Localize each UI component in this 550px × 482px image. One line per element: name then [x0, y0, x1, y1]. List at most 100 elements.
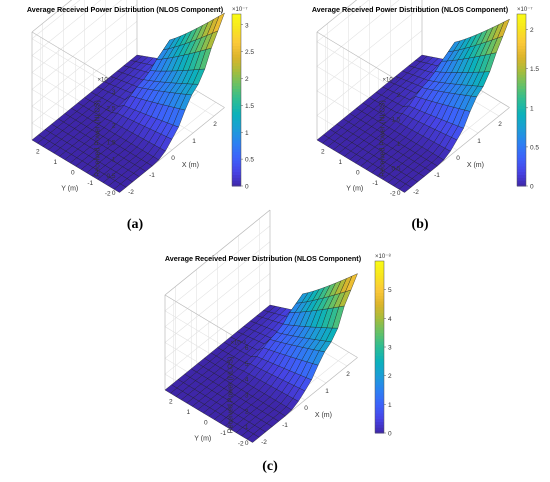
- colorbar-segment: [232, 171, 241, 176]
- x-tick-label: -1: [149, 172, 155, 179]
- box-edge: [31, 0, 73, 33]
- surface-patch: [345, 273, 358, 292]
- colorbar-segment: [232, 68, 241, 72]
- colorbar-segment: [375, 378, 384, 382]
- colorbar-segment: [375, 309, 384, 314]
- colorbar-segment: [232, 117, 241, 121]
- colorbar-segment: [232, 45, 241, 49]
- colorbar-segment: [517, 120, 526, 124]
- colorbar-segment: [232, 151, 241, 155]
- colorbar-segment: [375, 415, 384, 420]
- colorbar-tick-label: 2: [530, 27, 534, 34]
- colorbar-segment: [232, 180, 241, 184]
- z-tick-label: 5: [245, 361, 249, 368]
- colorbar-segment: [517, 140, 526, 144]
- colorbar-segment: [232, 94, 241, 98]
- colorbar-segment: [232, 36, 241, 41]
- colorbar-frame: [231, 13, 242, 187]
- z-tick-label: 2: [397, 92, 401, 99]
- z-tick-label: 1: [245, 424, 249, 431]
- colorbar-segment: [375, 410, 384, 414]
- surface-patch: [497, 18, 510, 39]
- colorbar-segment: [517, 25, 526, 29]
- colorbar-segment: [232, 79, 241, 84]
- colorbar-tick-label: 5: [388, 287, 392, 294]
- colorbar-segment: [232, 71, 241, 75]
- colorbar-segment: [517, 39, 526, 44]
- colorbar-tick-label: 3: [245, 22, 249, 29]
- colorbar-segment: [517, 68, 526, 72]
- x-tick-label: -2: [128, 189, 134, 196]
- colorbar-segment: [375, 278, 384, 282]
- colorbar-segment: [232, 74, 241, 78]
- colorbar-segment: [517, 117, 526, 121]
- y-tick-label: 0: [71, 169, 75, 176]
- colorbar-segment: [375, 430, 384, 434]
- colorbar-segment: [517, 114, 526, 118]
- colorbar-exponent-label: ×10⁻⁷: [517, 6, 533, 13]
- colorbar-segment: [232, 62, 241, 67]
- x-tick-label: 1: [477, 138, 481, 145]
- z-tick-label: 6: [245, 345, 249, 352]
- colorbar-segment: [517, 174, 526, 178]
- colorbar-segment: [232, 48, 241, 52]
- y-tick-label: -1: [220, 430, 226, 437]
- colorbar-segment: [232, 134, 241, 138]
- x-tick-label: 0: [304, 405, 308, 412]
- colorbar-tick-label: 2: [245, 76, 249, 83]
- colorbar-tick-label: 1: [388, 402, 392, 409]
- colorbar-segment: [375, 381, 384, 385]
- colorbar-segment: [517, 165, 526, 170]
- colorbar-segment: [375, 301, 384, 305]
- colorbar-segment: [375, 352, 384, 357]
- colorbar-segment: [232, 59, 241, 64]
- colorbar-segment: [375, 266, 384, 271]
- y-tick-label: -2: [238, 440, 244, 447]
- colorbar-segment: [375, 361, 384, 365]
- colorbar-segment: [517, 94, 526, 98]
- colorbar-exponent-label: ×10⁻⁷: [232, 6, 248, 13]
- colorbar-segment: [517, 160, 526, 164]
- colorbar-segment: [232, 54, 241, 58]
- z-tick-label: 2.5: [106, 106, 115, 113]
- colorbar-tick-label: 0.5: [245, 157, 254, 164]
- colorbar-tick-label: 0: [530, 184, 534, 191]
- colorbar-segment: [375, 324, 384, 328]
- colorbar-segment: [375, 398, 384, 402]
- colorbar-segment: [517, 180, 526, 184]
- colorbar-tick-label: 4: [388, 316, 392, 323]
- surface-patch: [212, 12, 225, 34]
- colorbar-segment: [232, 108, 241, 112]
- colorbar-segment: [517, 82, 526, 87]
- colorbar-segment: [232, 14, 241, 18]
- colorbar-segment: [232, 128, 241, 133]
- colorbar-segment: [375, 347, 384, 351]
- colorbar-segment: [375, 272, 384, 276]
- x-tick-label: -2: [261, 439, 267, 446]
- colorbar-segment: [517, 22, 526, 26]
- colorbar-tick-label: 0.5: [530, 144, 539, 151]
- z-tick-label: 0.5: [391, 165, 400, 172]
- colorbar-segment: [375, 315, 384, 319]
- panel-caption: (b): [411, 217, 428, 232]
- colorbar-segment: [517, 36, 526, 41]
- x-tick-label: 2: [213, 121, 217, 128]
- x-tick-label: -1: [434, 172, 440, 179]
- colorbar-segment: [375, 404, 384, 408]
- colorbar-segment: [375, 321, 384, 325]
- colorbar-segment: [517, 105, 526, 110]
- colorbar-segment: [375, 292, 384, 296]
- colorbar-segment: [375, 306, 384, 311]
- colorbar-segment: [375, 281, 384, 285]
- colorbar-segment: [517, 157, 526, 161]
- z-tick-label: 0: [112, 190, 116, 197]
- colorbar-segment: [375, 298, 384, 302]
- colorbar-segment: [375, 326, 384, 331]
- colorbar-segment: [375, 349, 384, 354]
- colorbar-segment: [232, 145, 241, 150]
- x-axis-label: X (m): [467, 162, 484, 169]
- colorbar-segment: [517, 111, 526, 115]
- colorbar-segment: [375, 318, 384, 322]
- colorbar-segment: [517, 45, 526, 49]
- colorbar-segment: [232, 131, 241, 135]
